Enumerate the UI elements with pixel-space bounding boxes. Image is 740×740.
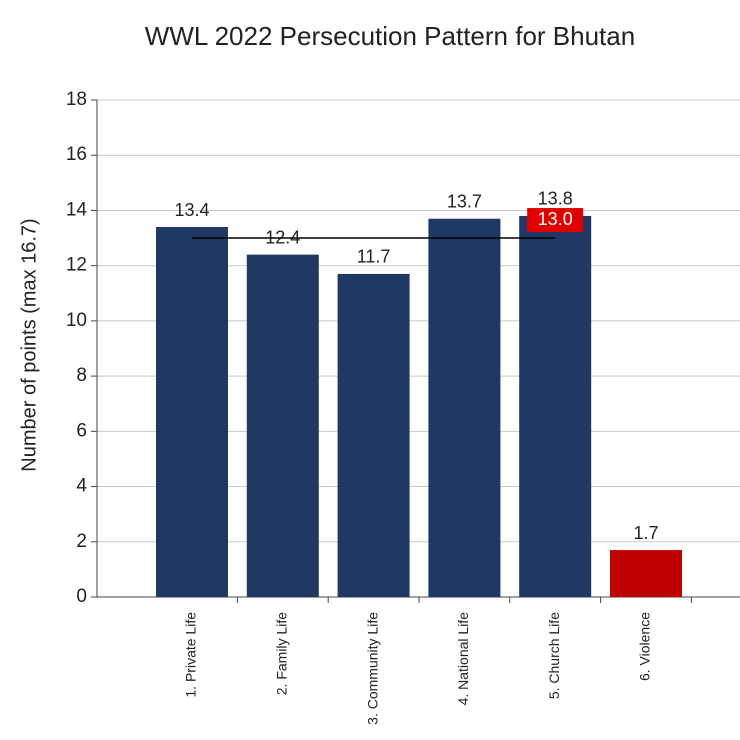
bar xyxy=(519,215,592,597)
bar xyxy=(428,218,501,597)
y-tick-label: 16 xyxy=(66,144,87,165)
y-axis-label: Number of points (max 16.7) xyxy=(18,218,40,471)
y-tick-label: 10 xyxy=(66,310,87,331)
average-label-box xyxy=(527,208,584,233)
x-tick-label: 2. Family Life xyxy=(274,612,290,695)
bar xyxy=(610,550,682,597)
y-tick-label: 0 xyxy=(76,586,87,607)
y-tick-label: 6 xyxy=(76,420,87,441)
y-tick-label: 4 xyxy=(76,476,87,497)
average-label: 13.0 xyxy=(538,209,573,229)
x-tick-label: 1. Private Life xyxy=(183,612,199,698)
bar xyxy=(246,254,319,597)
x-tick-label: 3. Community Life xyxy=(364,612,380,725)
y-tick-label: 2 xyxy=(76,531,87,552)
value-label: 13.4 xyxy=(174,200,209,220)
y-tick-label: 18 xyxy=(66,89,87,110)
bar xyxy=(337,273,410,597)
value-label: 11.7 xyxy=(357,247,391,267)
y-tick-label: 8 xyxy=(76,365,87,386)
y-tick-label: 12 xyxy=(66,255,87,276)
value-label: 1.7 xyxy=(633,523,658,543)
bar xyxy=(156,227,228,597)
x-tick-label: 4. National Life xyxy=(455,612,471,706)
chart-title: WWL 2022 Persecution Pattern for Bhutan xyxy=(145,21,635,51)
value-label: 13.7 xyxy=(447,191,482,211)
value-label: 13.8 xyxy=(538,189,573,209)
y-tick-label: 14 xyxy=(66,199,88,220)
x-tick-label: 5. Church Life xyxy=(546,612,562,699)
x-tick-label: 6. Violence xyxy=(637,612,653,681)
